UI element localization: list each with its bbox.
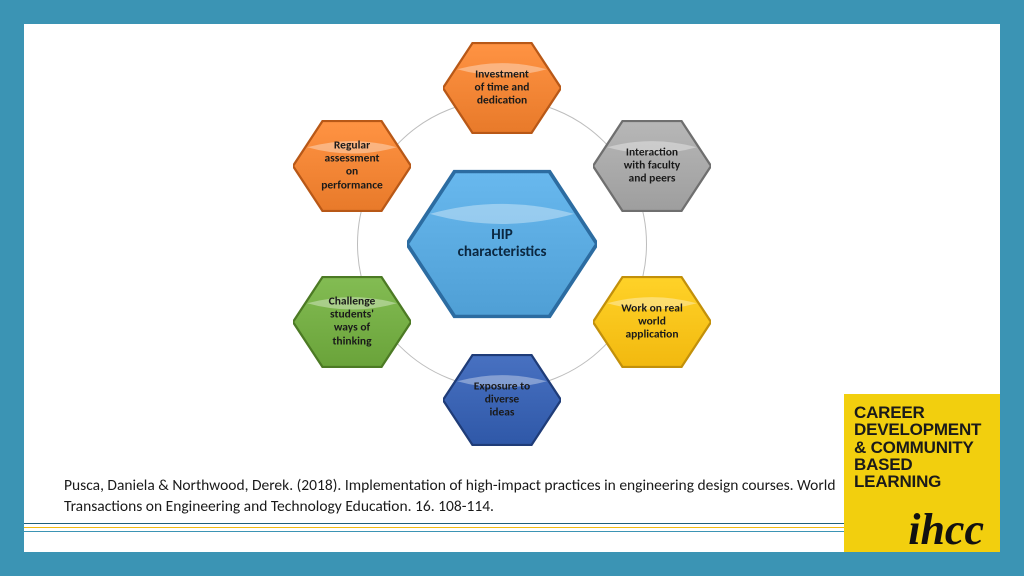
hex-exposure: Exposure to diverse ideas — [443, 348, 561, 452]
hex-center: HIP characteristics — [407, 160, 597, 327]
hex-center-label: HIP characteristics — [424, 227, 580, 262]
hex-invest: Investment of time and dedication — [443, 36, 561, 140]
hex-challenge-label: Challenge students' ways of thinking — [304, 296, 401, 349]
logo-title: CAREER DEVELOPMENT & COMMUNITY BASED LEA… — [854, 404, 990, 491]
hex-invest-label: Investment of time and dedication — [454, 68, 551, 108]
hex-interact: Interaction with faculty and peers — [593, 114, 711, 218]
slide-inner: HIP characteristics Investment of time a… — [24, 24, 1000, 552]
hex-exposure-label: Exposure to diverse ideas — [454, 380, 551, 420]
hex-realworld-label: Work on real world application — [604, 302, 701, 342]
hex-realworld: Work on real world application — [593, 270, 711, 374]
ihcc-logo: CAREER DEVELOPMENT & COMMUNITY BASED LEA… — [844, 394, 1000, 552]
hex-assess: Regular assessment on performance — [293, 114, 411, 218]
hex-interact-label: Interaction with faculty and peers — [604, 146, 701, 186]
logo-sub: ihcc — [854, 510, 990, 550]
citation-text: Pusca, Daniela & Northwood, Derek. (2018… — [64, 476, 864, 518]
hex-assess-label: Regular assessment on performance — [304, 140, 401, 193]
hex-challenge: Challenge students' ways of thinking — [293, 270, 411, 374]
